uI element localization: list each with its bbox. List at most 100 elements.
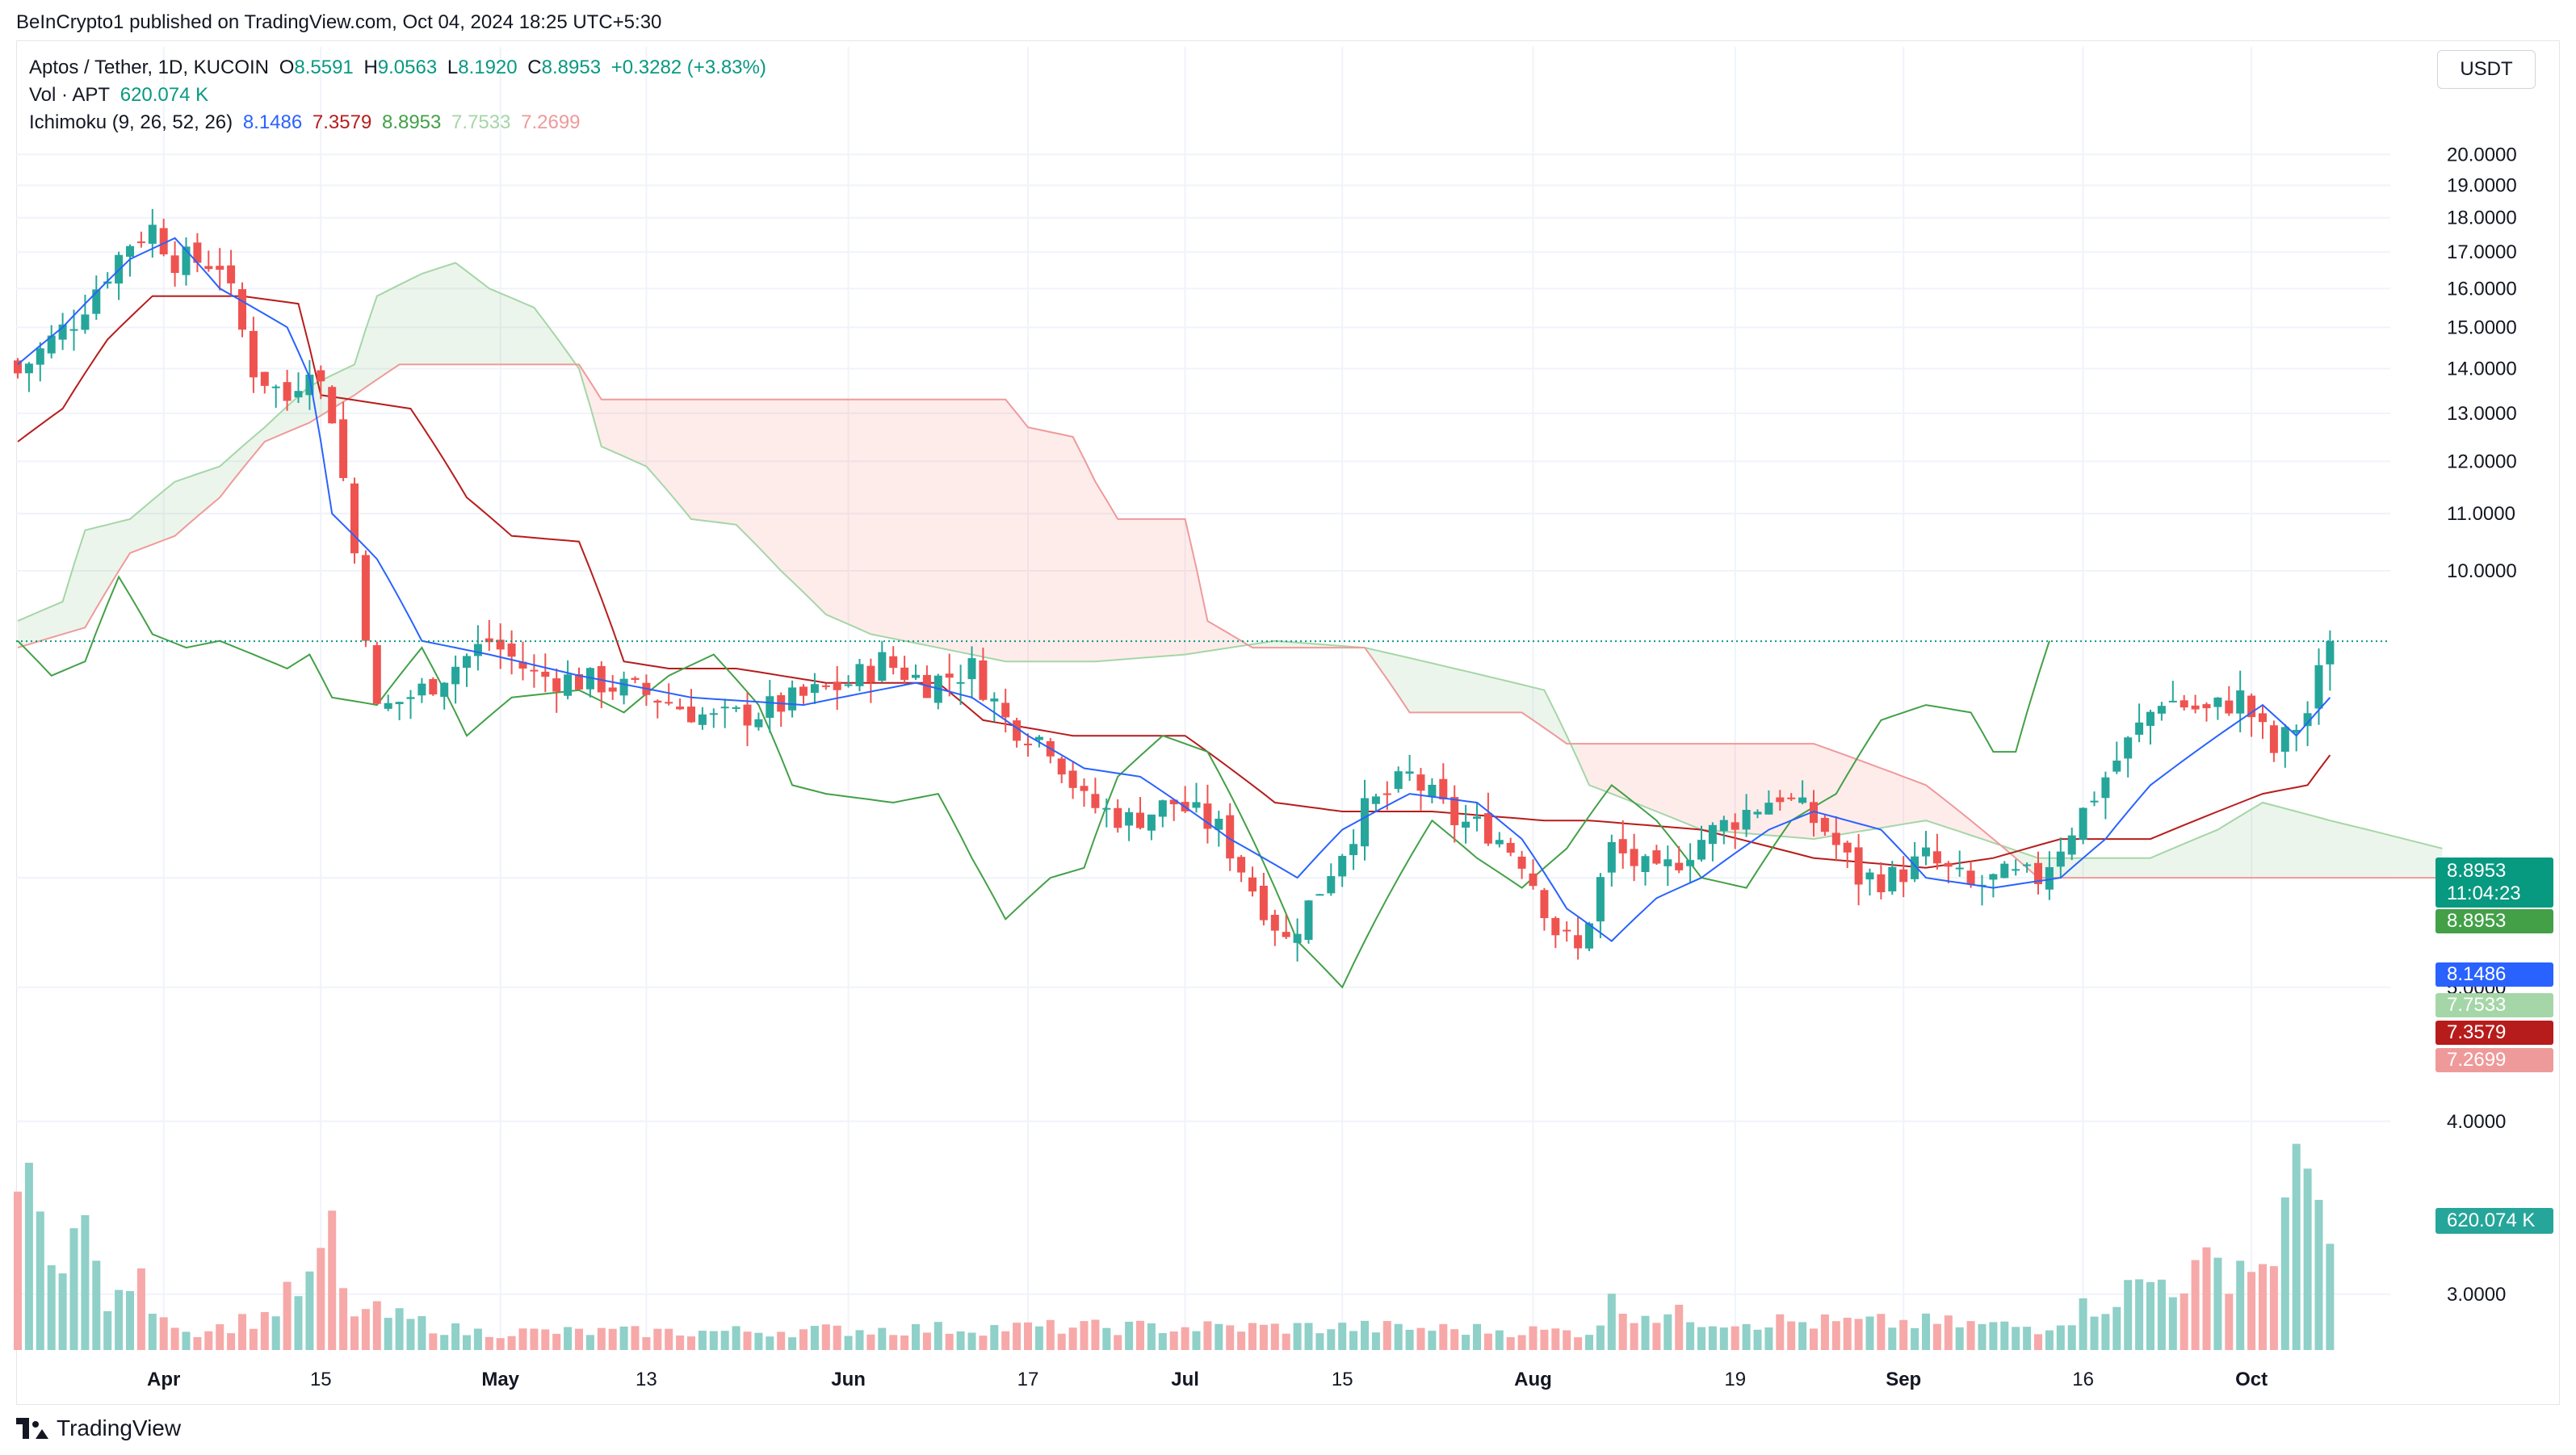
currency-selector[interactable]: USDT — [2437, 50, 2536, 89]
volume-bar — [575, 1328, 583, 1350]
volume-bar — [24, 1163, 33, 1350]
ichimoku-cloud-segment — [1892, 772, 1904, 826]
volume-bar — [2034, 1334, 2042, 1350]
volume-bar — [1001, 1331, 1010, 1350]
candle-body — [350, 483, 359, 554]
candle-body — [69, 329, 78, 331]
ichimoku-cloud-segment — [2083, 857, 2095, 878]
volume-bar — [1473, 1323, 1481, 1350]
volume-bar — [2135, 1279, 2144, 1350]
volume-bar — [1013, 1323, 1022, 1350]
candle-body — [2191, 705, 2200, 710]
ichimoku-cloud-segment — [1936, 794, 1949, 828]
volume-bar — [1888, 1327, 1897, 1350]
candle-body — [2034, 862, 2042, 884]
ichimoku-cloud-segment — [1207, 621, 1219, 652]
volume-bar — [979, 1335, 988, 1350]
volume-bar — [1506, 1337, 1515, 1350]
volume-label[interactable]: Vol · APT — [29, 84, 111, 106]
ichimoku-cloud-segment — [410, 273, 422, 365]
ichimoku-cloud-segment — [926, 399, 938, 648]
candle-body — [878, 652, 887, 681]
candle-body — [2280, 727, 2289, 752]
volume-bar — [2056, 1325, 2065, 1350]
ichimoku-cloud-segment — [1679, 744, 1691, 825]
ichimoku-cloud-segment — [2195, 834, 2207, 878]
candle-body — [1652, 850, 1661, 864]
volume-bar — [339, 1288, 348, 1350]
volume-bar — [1517, 1335, 1526, 1350]
candle-body — [249, 330, 258, 378]
volume-bar — [777, 1331, 786, 1350]
ichimoku-cloud-segment — [365, 296, 377, 388]
symbol-label[interactable]: Aptos / Tether, 1D, KUCOIN — [29, 57, 270, 78]
candle-body — [585, 668, 594, 690]
volume-bar — [361, 1309, 370, 1350]
volume-bar — [676, 1335, 685, 1350]
candle-body — [720, 707, 729, 709]
ichimoku-cloud-segment — [1926, 785, 1937, 824]
volume-bar — [126, 1291, 134, 1350]
volume-bar — [384, 1318, 392, 1350]
ichimoku-cloud-segment — [522, 302, 535, 365]
volume-bar — [1361, 1320, 1369, 1350]
ichimoku-cloud-segment — [2128, 857, 2140, 878]
y-tick-label: 4.0000 — [2447, 1111, 2506, 1133]
candle-body — [1618, 839, 1627, 853]
volume-bar — [283, 1281, 292, 1350]
ichimoku-cloud-segment — [1140, 518, 1152, 658]
ichimoku-cloud-segment — [197, 470, 209, 517]
ichimoku-cloud-segment — [1118, 518, 1130, 660]
ichimoku-cloud-segment — [1802, 744, 1814, 840]
ichimoku-cloud-segment — [2307, 814, 2319, 878]
ichimoku-cloud-segment — [220, 456, 232, 498]
candle-body — [676, 707, 685, 710]
candle-body — [1955, 867, 1964, 870]
candle-body — [2225, 700, 2234, 714]
candle-body — [1719, 820, 1728, 832]
candle-body — [1382, 793, 1391, 795]
volume-bar — [799, 1329, 808, 1350]
ichimoku-cloud-segment — [691, 399, 703, 521]
volume-bar — [485, 1336, 493, 1350]
candle-body — [608, 687, 617, 692]
volume-bar — [2180, 1293, 2188, 1350]
ichimoku-cloud-segment — [1757, 744, 1769, 836]
ichimoku-cloud-segment — [1466, 671, 1477, 713]
ichimoku-cloud-segment — [2161, 848, 2173, 878]
candle-body — [1327, 876, 1336, 894]
volume-bar — [1574, 1337, 1583, 1350]
y-tick-label: 17.0000 — [2447, 241, 2517, 263]
candle-body — [1349, 844, 1358, 856]
ichimoku-cloud-segment — [1970, 820, 1982, 840]
ichimoku-label[interactable]: Ichimoku (9, 26, 52, 26) — [29, 111, 233, 133]
volume-bar — [451, 1323, 460, 1350]
ichimoku-cloud-segment — [1432, 663, 1444, 713]
volume-bar — [1034, 1326, 1043, 1350]
ichimoku-cloud-segment — [2139, 857, 2150, 878]
high-label: H — [363, 57, 378, 78]
ichimoku-cloud-segment — [2251, 802, 2263, 878]
ichimoku-cloud-segment — [2330, 820, 2342, 878]
candle-body — [204, 266, 213, 270]
volume-bar — [1147, 1323, 1156, 1350]
volume-bar — [1742, 1323, 1751, 1350]
volume-bar — [496, 1338, 505, 1350]
candle-body — [1147, 814, 1156, 831]
candle-body — [912, 674, 920, 678]
volume-bar — [1529, 1326, 1538, 1350]
ichimoku-cloud-segment — [141, 500, 153, 549]
ichimoku-cloud-segment — [186, 474, 198, 526]
x-tick-label: Jun — [831, 1369, 866, 1390]
volume-bar — [1978, 1323, 1987, 1350]
ichimoku-cloud-segment — [814, 399, 826, 615]
tradingview-brand[interactable]: TradingView — [16, 1415, 181, 1441]
ichimoku-cloud-segment — [1869, 764, 1882, 830]
ichimoku-cloud-segment — [511, 298, 523, 365]
volume-bar — [2259, 1264, 2267, 1350]
volume-bar — [933, 1322, 942, 1350]
volume-bar — [1989, 1322, 1998, 1350]
candle-body — [1630, 849, 1638, 866]
candle-body — [406, 697, 415, 699]
